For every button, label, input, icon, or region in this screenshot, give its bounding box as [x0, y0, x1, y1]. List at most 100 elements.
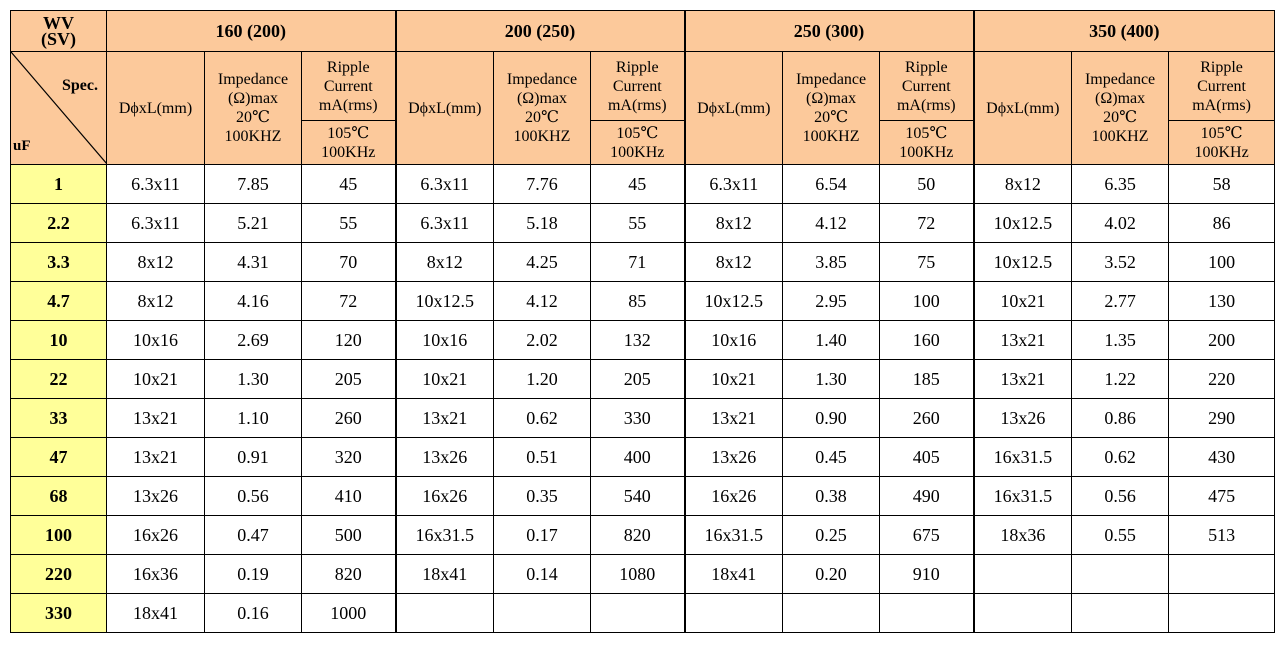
dimension-cell: 16x36 — [106, 554, 205, 594]
sv-label: (SV) — [41, 29, 76, 49]
ripple-current-cell: 132 — [589, 320, 686, 360]
dimension-cell: 13x26 — [106, 476, 205, 516]
impedance-column-header: Impedance (Ω)max 20℃ 100KHZ — [493, 51, 591, 165]
dimension-cell: 8x12 — [106, 242, 205, 282]
dimension-cell: 13x26 — [394, 437, 494, 477]
ripple-current-cell: 500 — [301, 515, 396, 555]
table-row: 22 10x21 1.30 205 10x21 1.20 205 10x21 1.30 185 13… — [10, 359, 1276, 399]
impedance-cell — [493, 593, 591, 633]
dimension-cell: 16x26 — [106, 515, 205, 555]
ripple-header-line: mA(rms) — [607, 96, 667, 114]
dimension-cell: 13x21 — [972, 320, 1073, 360]
impedance-header-line: 20℃ — [1103, 109, 1138, 126]
table-row: 10 10x16 2.69 120 10x16 2.02 132 10x16 1.40 160 13… — [10, 320, 1276, 360]
impedance-cell: 1.20 — [493, 359, 591, 399]
ripple-current-cell: 72 — [301, 281, 396, 321]
ripple-header-line: mA(rms) — [1192, 96, 1251, 114]
ripple-current-cell: 205 — [301, 359, 396, 399]
capacitance-cell: 10 — [10, 320, 107, 360]
impedance-header-line: 100KHZ — [1091, 128, 1149, 145]
impedance-header-line: (Ω)max — [805, 90, 857, 107]
dimension-cell: 6.3x11 — [683, 164, 784, 204]
impedance-cell: 0.17 — [493, 515, 591, 555]
impedance-header-line: 100KHZ — [224, 128, 282, 145]
dimension-cell: 13x21 — [394, 398, 494, 438]
ripple-current-cell: 290 — [1168, 398, 1276, 438]
capacitor-spec-table: WV (SV) 160 (200) 200 (250) 250 (300) 35… — [10, 10, 1276, 633]
table-row: 68 13x26 0.56 410 16x26 0.35 540 16x26 0.38 490 16… — [10, 476, 1276, 516]
table-row: 330 18x41 0.16 1000 — [10, 593, 1276, 633]
ripple-current-cell: 55 — [301, 203, 396, 243]
dimension-cell: 10x21 — [683, 359, 784, 399]
ripple-current-cell: 45 — [589, 164, 686, 204]
impedance-cell: 0.56 — [204, 476, 302, 516]
dimension-cell: 10x21 — [394, 359, 494, 399]
impedance-cell: 0.19 — [204, 554, 302, 594]
ripple-current-cell: 75 — [879, 242, 975, 282]
dimension-cell: 10x12.5 — [683, 281, 784, 321]
dimension-cell: 16x31.5 — [683, 515, 784, 555]
table-row: 220 16x36 0.19 820 18x41 0.14 1080 18x41 0.20 910 — [10, 554, 1276, 594]
impedance-cell: 6.35 — [1071, 164, 1170, 204]
table-row: 4.7 8x12 4.16 72 10x12.5 4.12 85 10x12.5 2.95 100… — [10, 281, 1276, 321]
impedance-cell: 2.69 — [204, 320, 302, 360]
dimension-cell: 13x26 — [972, 398, 1073, 438]
dimension-cell: 8x12 — [106, 281, 205, 321]
capacitance-cell: 33 — [10, 398, 107, 438]
impedance-column-header: Impedance (Ω)max 20℃ 100KHZ — [782, 51, 881, 165]
impedance-header-line: 20℃ — [814, 109, 848, 126]
uf-label: uF — [13, 138, 31, 154]
impedance-cell: 1.22 — [1071, 359, 1170, 399]
spec-table-container: WV (SV) 160 (200) 200 (250) 250 (300) 35… — [10, 10, 1276, 652]
table-row: 33 13x21 1.10 260 13x21 0.62 330 13x21 0.90 260 13… — [10, 398, 1276, 438]
ripple-current-cell: 910 — [879, 554, 975, 594]
dimension-cell: 10x16 — [394, 320, 494, 360]
dimension-cell: 8x12 — [683, 203, 784, 243]
spec-label: Spec. — [62, 77, 98, 94]
ripple-current-cell: 410 — [301, 476, 396, 516]
impedance-cell: 5.18 — [493, 203, 591, 243]
impedance-header-line: Impedance — [795, 71, 867, 88]
impedance-header-line: 100KHZ — [513, 128, 571, 145]
ripple-current-cell: 330 — [589, 398, 686, 438]
impedance-cell: 1.30 — [782, 359, 881, 399]
impedance-cell: 7.76 — [493, 164, 591, 204]
dimension-cell: 10x16 — [683, 320, 784, 360]
impedance-cell — [1071, 593, 1170, 633]
dimension-cell: 10x21 — [972, 281, 1073, 321]
dimension-cell: 18x41 — [106, 593, 205, 633]
impedance-cell: 3.52 — [1071, 242, 1170, 282]
dimension-cell: 10x21 — [106, 359, 205, 399]
spec-uf-corner-cell: Spec. uF — [10, 51, 107, 165]
ripple-current-cell: 71 — [589, 242, 686, 282]
dimension-cell: 18x41 — [394, 554, 494, 594]
ripple-current-cell: 320 — [301, 437, 396, 477]
ripple-current-cell: 1000 — [301, 593, 396, 633]
ripple-current-cell — [1168, 593, 1276, 633]
ripple-current-column-header: Ripple Current mA(rms) 105℃ 100KHz — [589, 51, 686, 165]
diagonal-divider — [11, 52, 106, 164]
ripple-current-cell: 1080 — [589, 554, 686, 594]
ripple-header-line: Current — [612, 77, 662, 95]
ripple-current-cell — [589, 593, 686, 633]
impedance-header-line: (Ω)max — [227, 90, 279, 107]
dimension-cell: 10x12.5 — [972, 242, 1073, 282]
dimension-cell: 6.3x11 — [394, 203, 494, 243]
impedance-header-line: (Ω)max — [1095, 90, 1146, 107]
ripple-condition-line: 100KHz — [321, 143, 376, 161]
capacitance-cell: 3.3 — [10, 242, 107, 282]
ripple-current-cell: 70 — [301, 242, 396, 282]
dimension-cell: 8x12 — [394, 242, 494, 282]
impedance-cell: 0.25 — [782, 515, 881, 555]
dimension-cell: 13x21 — [106, 437, 205, 477]
dimension-column-header: DϕxL(mm) — [683, 51, 784, 165]
capacitance-cell: 100 — [10, 515, 107, 555]
dimension-cell: 18x41 — [683, 554, 784, 594]
ripple-current-cell: 820 — [589, 515, 686, 555]
impedance-header-line: 20℃ — [525, 109, 559, 126]
ripple-header-line: Current — [323, 77, 373, 95]
ripple-current-cell: 200 — [1168, 320, 1276, 360]
impedance-cell: 2.77 — [1071, 281, 1170, 321]
impedance-header-line: Impedance — [217, 71, 289, 88]
impedance-column-header: Impedance (Ω)max 20℃ 100KHZ — [1071, 51, 1170, 165]
